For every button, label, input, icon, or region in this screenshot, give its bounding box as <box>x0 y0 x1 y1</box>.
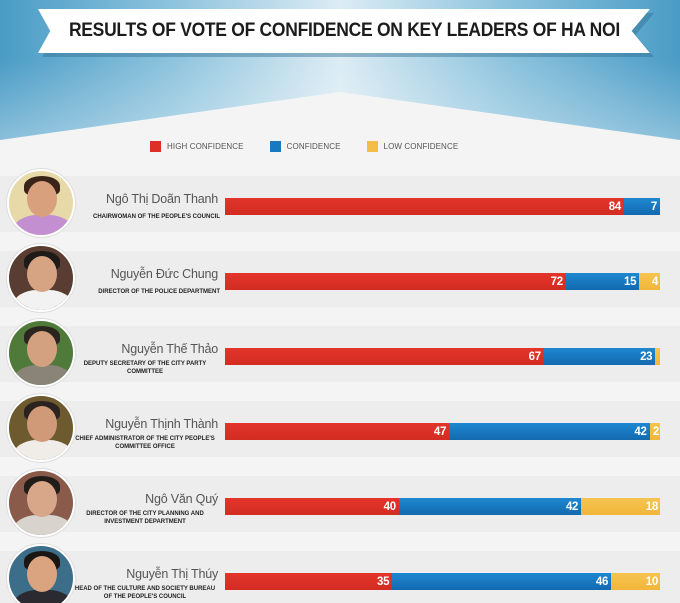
bar-segment-confidence: 15 <box>565 273 640 290</box>
legend-label: HIGH CONFIDENCE <box>167 142 244 151</box>
avatar <box>7 394 75 462</box>
legend-swatch-low <box>366 141 378 152</box>
bar-segment-high: 47 <box>225 423 450 440</box>
bar-segment-low <box>655 348 660 365</box>
bar-segment-low: 18 <box>581 498 660 515</box>
stacked-bar: 84 7 <box>225 198 660 215</box>
bar-segment-high: 35 <box>225 573 393 590</box>
bar-segment-confidence: 42 <box>449 423 650 440</box>
leader-name: Ngô Thị Doãn Thanh <box>106 192 218 206</box>
bar-segment-low: 10 <box>611 573 660 590</box>
avatar <box>7 469 75 537</box>
bar-segment-high: 67 <box>225 348 544 365</box>
leader-name: Ngô Văn Quý <box>145 492 218 506</box>
leader-rows: Ngô Thị Doãn Thanh CHAIRWOMAN OF THE PEO… <box>0 165 680 603</box>
stacked-bar: 67 23 <box>225 348 660 365</box>
leader-role: CHIEF ADMINISTRATOR OF THE CITY PEOPLE'S… <box>75 436 215 450</box>
stacked-bar: 35 46 10 <box>225 573 660 590</box>
title-banner: RESULTS OF VOTE OF CONFIDENCE ON KEY LEA… <box>38 9 650 53</box>
legend-item-high-confidence: HIGH CONFIDENCE <box>150 141 244 152</box>
legend-swatch-confidence <box>269 141 281 152</box>
avatar <box>7 169 75 237</box>
bar-segment-confidence: 42 <box>398 498 582 515</box>
leader-row: Nguyễn Thịnh Thành CHIEF ADMINISTRATOR O… <box>0 390 680 465</box>
leader-name: Nguyễn Thị Thúy <box>126 567 218 581</box>
leader-name: Nguyễn Thịnh Thành <box>105 417 218 431</box>
leader-role: HEAD OF THE CULTURE AND SOCIETY BUREAU O… <box>74 586 216 600</box>
bar-segment-confidence: 7 <box>624 198 660 215</box>
leader-row: Ngô Thị Doãn Thanh CHAIRWOMAN OF THE PEO… <box>0 165 680 240</box>
bar-segment-low: 2 <box>649 423 660 440</box>
leader-name: Nguyễn Thế Thảo <box>121 342 218 356</box>
legend: HIGH CONFIDENCE CONFIDENCE LOW CONFIDENC… <box>150 141 484 152</box>
legend-item-low-confidence: LOW CONFIDENCE <box>366 141 459 152</box>
stacked-bar: 47 42 2 <box>225 423 660 440</box>
leader-row: Nguyễn Đức Chung DIRECTOR OF THE POLICE … <box>0 240 680 315</box>
leader-name: Nguyễn Đức Chung <box>110 267 219 281</box>
leader-role: DIRECTOR OF THE POLICE DEPARTMENT <box>98 289 220 295</box>
legend-label: CONFIDENCE <box>286 142 341 151</box>
stacked-bar: 72 15 4 <box>225 273 660 290</box>
avatar <box>7 319 75 387</box>
stacked-bar: 40 42 18 <box>225 498 660 515</box>
leader-row: Ngô Văn Quý DIRECTOR OF THE CITY PLANNIN… <box>0 465 680 540</box>
legend-swatch-high <box>150 141 161 152</box>
avatar <box>7 244 75 312</box>
leader-row: Nguyễn Thị Thúy HEAD OF THE CULTURE AND … <box>0 540 680 603</box>
bar-segment-high: 40 <box>225 498 399 515</box>
bar-segment-high: 84 <box>225 198 624 215</box>
avatar <box>7 544 75 603</box>
chart-title: RESULTS OF VOTE OF CONFIDENCE ON KEY LEA… <box>68 20 620 41</box>
legend-item-confidence: CONFIDENCE <box>269 141 341 152</box>
bar-segment-confidence: 23 <box>543 348 656 365</box>
legend-label: LOW CONFIDENCE <box>383 142 459 151</box>
leader-role: DEPUTY SECRETARY OF THE CITY PARTY COMMI… <box>83 361 207 375</box>
leader-role: CHAIRWOMAN OF THE PEOPLE'S COUNCIL <box>93 214 220 220</box>
leader-row: Nguyễn Thế Thảo DEPUTY SECRETARY OF THE … <box>0 315 680 390</box>
bar-segment-low: 4 <box>639 273 660 290</box>
leader-role: DIRECTOR OF THE CITY PLANNING AND INVEST… <box>86 511 204 525</box>
bar-segment-high: 72 <box>225 273 566 290</box>
bar-segment-confidence: 46 <box>392 573 612 590</box>
